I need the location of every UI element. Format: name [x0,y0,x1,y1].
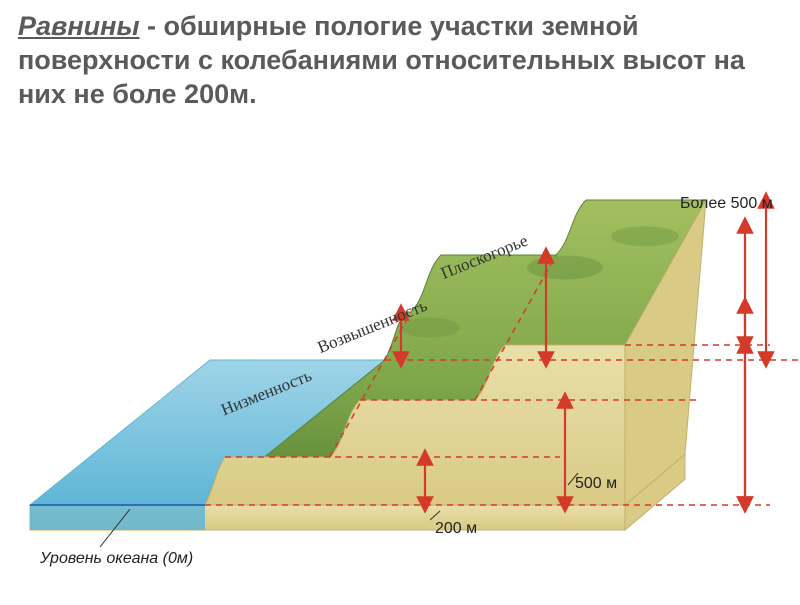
label-500plus: Более 500 м [680,195,773,213]
definition-heading: Равнины - обширные пологие участки земно… [18,10,782,111]
terrain-diagram: Низменность Возвышенность Плоскогорье 20… [0,175,800,600]
label-200m: 200 м [435,520,477,538]
term-ravniny: Равнины [18,11,140,41]
label-500m: 500 м [575,475,617,493]
terrain-svg [0,175,800,600]
label-ocean-level: Уровень океана (0м) [40,550,193,568]
